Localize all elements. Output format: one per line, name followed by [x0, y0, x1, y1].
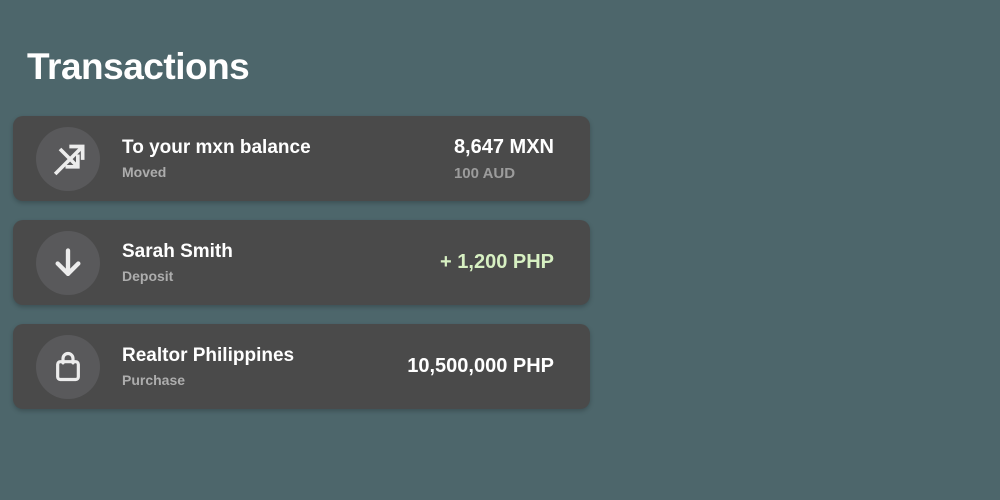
- transaction-row-deposit[interactable]: Sarah Smith Deposit + 1,200 PHP: [13, 220, 590, 305]
- transaction-subtitle: Purchase: [122, 371, 186, 388]
- transaction-amount: 10,500,000 PHP: [407, 355, 554, 377]
- transaction-amount: + 1,200 PHP: [440, 251, 554, 273]
- transaction-subtitle: Moved: [122, 163, 167, 180]
- transaction-title: Realtor Philippines: [122, 345, 295, 367]
- transaction-title: Sarah Smith: [122, 241, 233, 263]
- transaction-amount-secondary: 100 AUD: [453, 164, 516, 182]
- down-arrow-icon: [36, 230, 100, 295]
- transaction-row-move[interactable]: To your mxn balance Moved 8,647 MXN 100 …: [13, 116, 590, 201]
- transaction-amount: 8,647 MXN: [453, 135, 554, 158]
- move-arrows-icon: [36, 126, 100, 191]
- transaction-row-purchase[interactable]: Realtor Philippines Purchase 10,500,000 …: [13, 324, 590, 409]
- shopping-bag-icon: [36, 334, 100, 399]
- page-title: Transactions: [27, 46, 250, 87]
- transaction-list: To your mxn balance Moved 8,647 MXN 100 …: [0, 116, 1000, 409]
- transaction-subtitle: Deposit: [122, 267, 174, 284]
- transaction-title: To your mxn balance: [122, 137, 311, 159]
